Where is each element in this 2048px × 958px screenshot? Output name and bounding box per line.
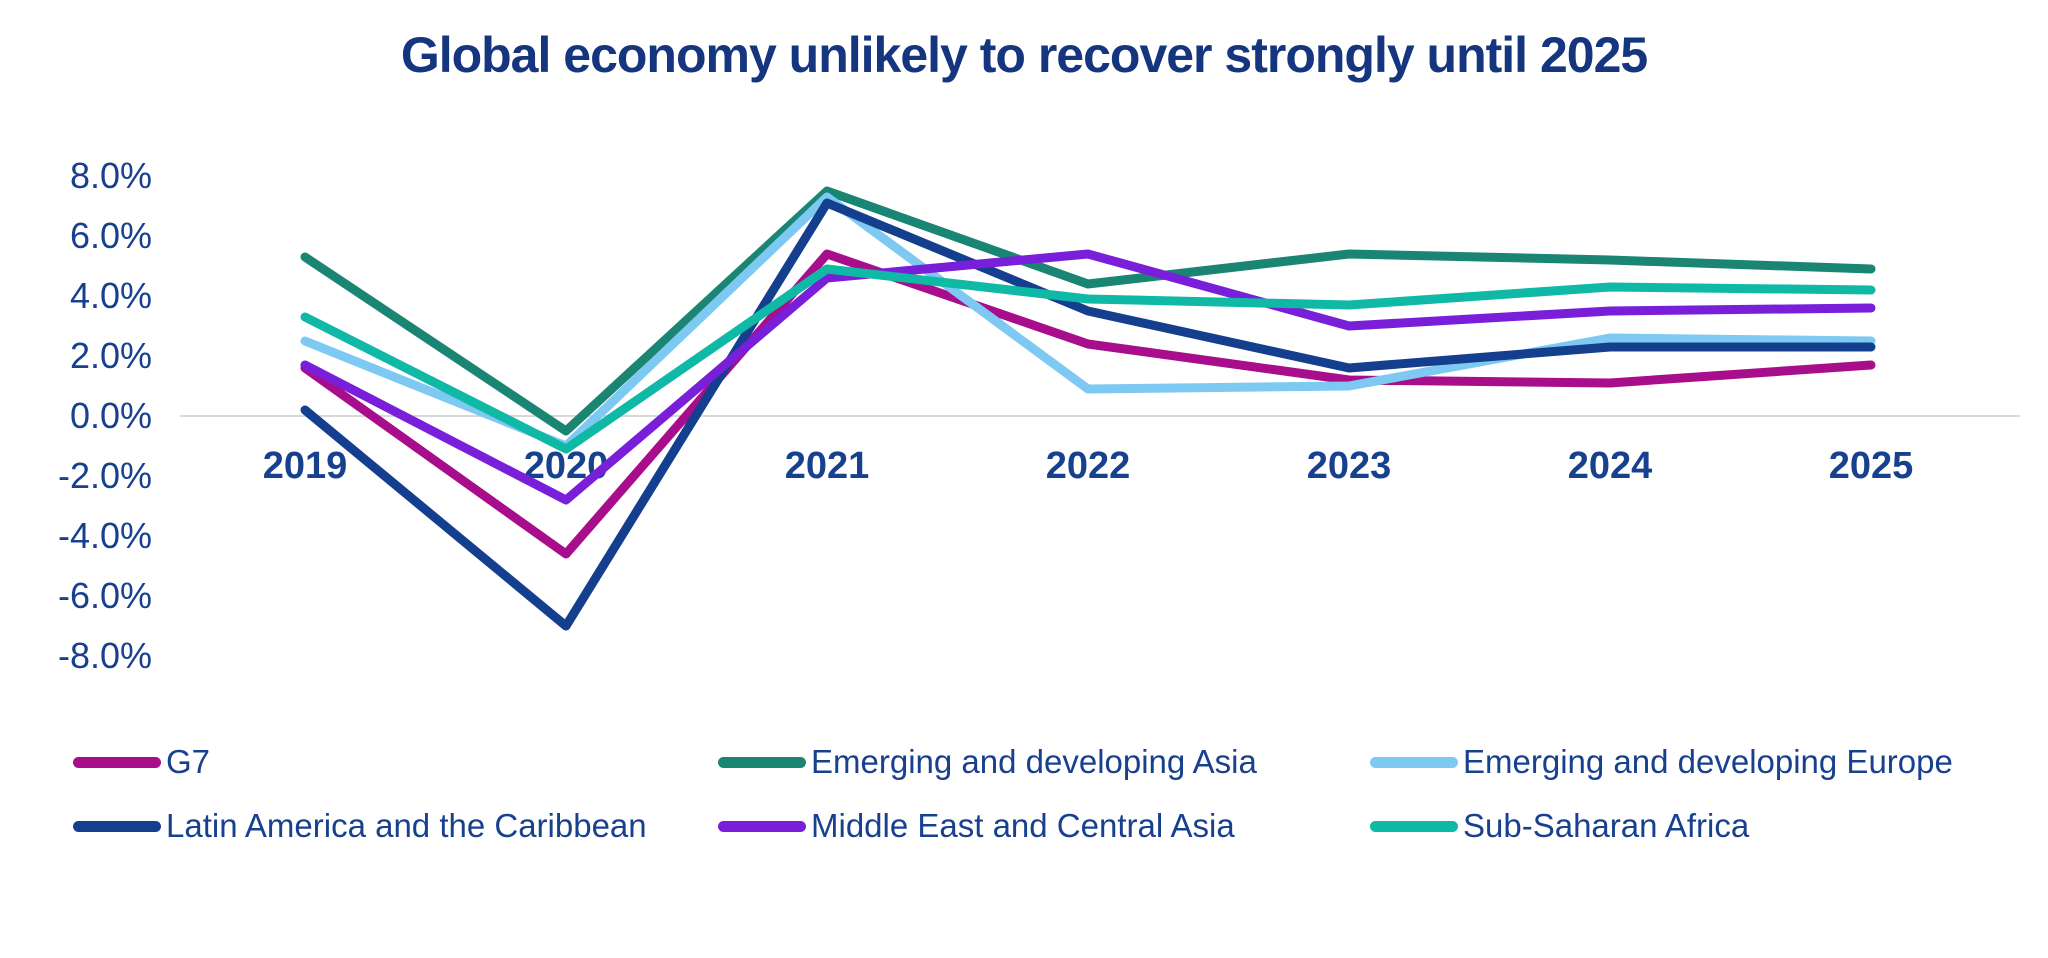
chart-title: Global economy unlikely to recover stron… xyxy=(400,27,1648,83)
legend-item: Emerging and developing Asia xyxy=(718,742,1370,782)
legend-label: G7 xyxy=(166,743,211,780)
legend-label: Sub-Saharan Africa xyxy=(1463,807,1750,844)
series-line-emerging-and-developing-asia xyxy=(300,186,1876,436)
legend-label: Middle East and Central Asia xyxy=(811,807,1235,844)
y-axis-tick-label: 8.0% xyxy=(70,155,152,196)
legend-item: Middle East and Central Asia xyxy=(718,806,1370,846)
legend-item: G7 xyxy=(73,742,718,782)
series-line-latin-america-and-the-caribbean xyxy=(300,198,1876,631)
legend-swatch-icon xyxy=(73,756,161,768)
legend-label: Emerging and developing Europe xyxy=(1463,743,1953,780)
y-axis-tick-label: -4.0% xyxy=(58,515,152,556)
x-axis-tick-label: 2025 xyxy=(1829,445,1914,487)
series-line-g7 xyxy=(300,249,1876,559)
series-line-sub-saharan-africa xyxy=(300,264,1876,454)
legend-swatch-icon xyxy=(1370,756,1458,768)
legend-item: Emerging and developing Europe xyxy=(1370,742,2028,782)
x-axis-tick-label: 2021 xyxy=(785,445,870,487)
x-axis-tick-label: 2022 xyxy=(1046,445,1131,487)
x-axis-tick-label: 2023 xyxy=(1307,445,1392,487)
x-axis-tick-label: 2024 xyxy=(1568,445,1653,487)
y-axis-tick-label: -2.0% xyxy=(58,455,152,496)
legend-item: Latin America and the Caribbean xyxy=(73,806,718,846)
legend-swatch-icon xyxy=(718,756,806,768)
y-axis-tick-label: 4.0% xyxy=(70,275,152,316)
y-axis-tick-label: 0.0% xyxy=(70,395,152,436)
legend-swatch-icon xyxy=(718,820,806,832)
x-axis-tick-label: 2019 xyxy=(263,445,348,487)
y-axis-tick-label: 6.0% xyxy=(70,215,152,256)
legend-label: Emerging and developing Asia xyxy=(811,743,1257,780)
chart-legend: G7 Emerging and developing Asia Emerging a… xyxy=(73,742,2028,846)
legend-swatch-icon xyxy=(1370,820,1458,832)
y-axis-tick-label: -6.0% xyxy=(58,575,152,616)
legend-swatch-icon xyxy=(73,820,161,832)
series-line-middle-east-and-central-asia xyxy=(300,249,1876,505)
legend-item: Sub-Saharan Africa xyxy=(1370,806,2028,846)
legend-label: Latin America and the Caribbean xyxy=(166,807,647,844)
y-axis-tick-label: 2.0% xyxy=(70,335,152,376)
y-axis-tick-label: -8.0% xyxy=(58,635,152,676)
